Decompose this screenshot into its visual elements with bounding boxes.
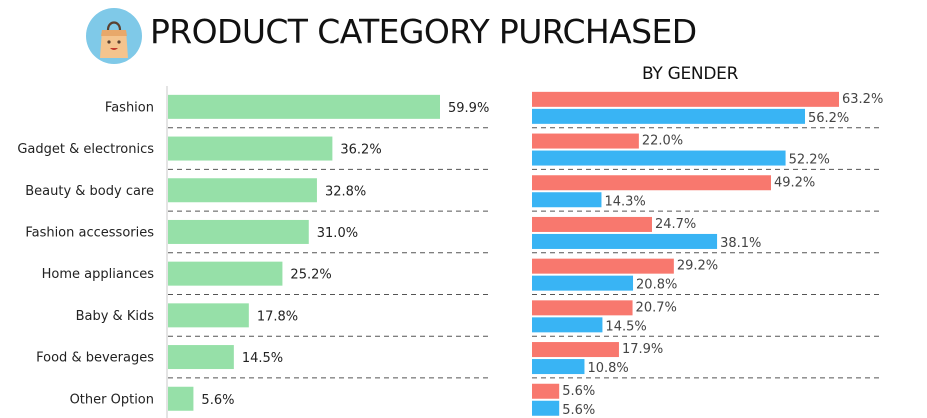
series1-bar-beauty-body-care	[532, 175, 771, 191]
series2-bar-fashion-accessories	[532, 233, 718, 249]
series1-bar-home-appliances	[532, 258, 674, 274]
series1-value-label-beauty-body-care: 49.2%	[774, 175, 815, 190]
series2-value-label-baby-kids: 14.5%	[605, 319, 646, 334]
category-label-fashion: Fashion	[105, 100, 154, 115]
overall-bar-food-beverages	[168, 345, 234, 370]
series1-value-label-home-appliances: 29.2%	[677, 259, 718, 274]
series1-bar-fashion	[532, 91, 839, 107]
series1-value-label-other-option: 5.6%	[562, 384, 595, 399]
series2-bar-food-beverages	[532, 359, 585, 375]
shopping-bag-icon	[86, 8, 142, 64]
series2-value-label-fashion-accessories: 38.1%	[720, 236, 761, 251]
category-label-beauty-body-care: Beauty & body care	[25, 184, 154, 199]
series1-value-label-gadget-electronics: 22.0%	[642, 134, 683, 149]
overall-value-label-home-appliances: 25.2%	[290, 268, 331, 283]
series1-value-label-baby-kids: 20.7%	[636, 300, 677, 315]
series2-value-label-beauty-body-care: 14.3%	[604, 194, 645, 209]
category-label-baby-kids: Baby & Kids	[76, 309, 155, 324]
series2-value-label-fashion: 56.2%	[808, 111, 849, 126]
series2-value-label-home-appliances: 20.8%	[636, 278, 677, 293]
overall-bar-gadget-electronics	[168, 136, 333, 161]
category-label-other-option: Other Option	[70, 392, 154, 407]
series2-bar-other-option	[532, 400, 560, 416]
category-label-home-appliances: Home appliances	[42, 267, 155, 282]
category-label-fashion-accessories: Fashion accessories	[25, 225, 154, 240]
overall-bar-fashion	[168, 94, 440, 119]
overall-value-label-other-option: 5.6%	[201, 393, 234, 408]
header: PRODUCT CATEGORY PURCHASED BY GENDER	[0, 0, 927, 90]
series2-bar-home-appliances	[532, 275, 634, 291]
series1-value-label-fashion: 63.2%	[842, 92, 883, 107]
series1-bar-gadget-electronics	[532, 133, 639, 149]
overall-bar-fashion-accessories	[168, 219, 309, 244]
series2-bar-beauty-body-care	[532, 192, 602, 208]
series1-value-label-fashion-accessories: 24.7%	[655, 217, 696, 232]
overall-value-label-beauty-body-care: 32.8%	[325, 184, 366, 199]
overall-value-label-fashion-accessories: 31.0%	[317, 226, 358, 241]
category-label-gadget-electronics: Gadget & electronics	[17, 142, 154, 157]
overall-bar-baby-kids	[168, 303, 249, 328]
overall-bar-other-option	[168, 386, 194, 411]
series1-bar-fashion-accessories	[532, 216, 652, 232]
series2-value-label-gadget-electronics: 52.2%	[789, 153, 830, 168]
series2-value-label-other-option: 5.6%	[562, 403, 595, 418]
series2-value-label-food-beverages: 10.8%	[587, 361, 628, 376]
series1-bar-other-option	[532, 383, 560, 399]
series1-value-label-food-beverages: 17.9%	[622, 342, 663, 357]
overall-value-label-food-beverages: 14.5%	[242, 351, 283, 366]
series1-bar-food-beverages	[532, 342, 619, 358]
chart-subtitle: BY GENDER	[642, 64, 739, 84]
series2-bar-fashion	[532, 108, 805, 124]
overall-value-label-baby-kids: 17.8%	[257, 309, 298, 324]
series1-bar-baby-kids	[532, 300, 633, 316]
series2-bar-baby-kids	[532, 317, 603, 333]
series2-bar-gadget-electronics	[532, 150, 786, 166]
overall-bar-home-appliances	[168, 261, 283, 286]
overall-value-label-fashion: 59.9%	[448, 101, 489, 116]
page-title: PRODUCT CATEGORY PURCHASED	[150, 12, 697, 51]
overall-value-label-gadget-electronics: 36.2%	[340, 143, 381, 158]
overall-bar-beauty-body-care	[168, 178, 317, 203]
category-label-food-beverages: Food & beverages	[36, 351, 154, 366]
